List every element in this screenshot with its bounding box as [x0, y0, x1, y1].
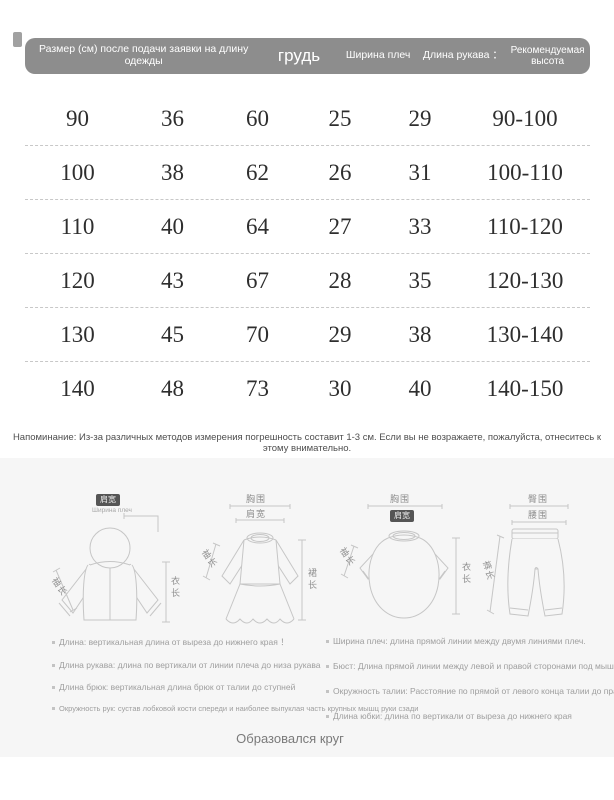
bullet-icon [326, 639, 329, 643]
pants-drawing [486, 504, 569, 617]
cell-size: 110 [60, 213, 95, 239]
cell-chest: 62 [246, 159, 269, 185]
legend-text: Бюст: Длина прямой линии между левой и п… [333, 661, 614, 671]
cell-shoulder: 29 [328, 321, 352, 347]
cell-size: 90 [66, 105, 89, 131]
cell-sleeve: 31 [408, 159, 432, 185]
jacket-length-label: 衣长 [170, 576, 180, 600]
measurement-note: Напоминание: Из-за различных методов изм… [12, 432, 602, 454]
cell-length: 45 [161, 321, 184, 347]
cell-length: 38 [161, 159, 184, 185]
cell-chest: 60 [246, 105, 269, 131]
legend-item: Длина юбки: длина по вертикали от выреза… [326, 711, 614, 721]
cell-sleeve: 35 [408, 267, 432, 293]
table-row: 90 36 60 25 29 90-100 [25, 92, 590, 146]
bodysuit-length-label: 衣长 [461, 562, 471, 586]
header-col-height: Рекомендуемая высота [510, 45, 585, 67]
header-col-size: Размер (см) после подачи заявки на длину… [38, 43, 249, 67]
size-table: 90 36 60 25 29 90-100 100 38 62 26 31 10… [25, 92, 590, 415]
bullet-icon [326, 714, 329, 718]
cell-shoulder: 30 [328, 375, 352, 401]
cell-size: 100 [60, 159, 95, 185]
header-col-sleeve: Длина рукава ： [422, 49, 503, 62]
jacket-shoulder-sublabel: Ширина плеч [92, 507, 132, 514]
pants-hip-label: 臀围 [528, 494, 549, 504]
legend-text: Длина: вертикальная длина от выреза до н… [59, 637, 289, 647]
cell-shoulder: 27 [328, 213, 352, 239]
table-row: 120 43 67 28 35 120-130 [25, 254, 590, 308]
cell-height: 90-100 [492, 105, 558, 131]
cell-chest: 64 [246, 213, 269, 239]
legend-text: Окружность рук: сустав лобковой кости сп… [59, 704, 419, 713]
legend-item: Длина: вертикальная длина от выреза до н… [52, 636, 418, 648]
dress-chest-label: 胸围 [246, 494, 267, 504]
legend-item: Окружность рук: сустав лобковой кости сп… [52, 704, 418, 713]
cell-shoulder: 25 [328, 105, 352, 131]
dress-length-label: 裙长 [307, 568, 317, 592]
cell-sleeve: 40 [408, 375, 432, 401]
bodysuit-diagram: 胸围 肩宽 袖长 衣长 [338, 492, 471, 632]
cell-size: 120 [60, 267, 95, 293]
jacket-diagram: 肩宽 Ширина плеч 袖长 衣长 [48, 492, 180, 632]
legend-item: Ширина плеч: длина прямой линии между дв… [326, 636, 614, 646]
cell-height: 140-150 [486, 375, 564, 401]
legend-text: Длина юбки: длина по вертикали от выреза… [333, 711, 572, 721]
cell-shoulder: 28 [328, 267, 352, 293]
legend-item: Длина рукава: длина по вертикали от лини… [52, 660, 418, 670]
bullet-icon [52, 640, 55, 644]
cell-size: 130 [60, 321, 95, 347]
table-header: Размер (см) после подачи заявки на длину… [25, 38, 590, 74]
cell-chest: 70 [246, 321, 269, 347]
jacket-drawing [52, 513, 170, 623]
cell-height: 100-110 [487, 159, 563, 185]
jacket-shoulder-badge: 肩宽 [96, 494, 120, 506]
dress-shoulder-label: 肩宽 [246, 509, 267, 519]
pants-waist-label: 腰围 [528, 510, 549, 520]
circle-formed-label: Образовался круг [236, 731, 344, 746]
cell-height: 120-130 [486, 267, 564, 293]
cell-length: 40 [161, 213, 184, 239]
bullet-icon [52, 663, 55, 667]
header-col-chest: грудь [277, 45, 321, 65]
cell-chest: 73 [246, 375, 269, 401]
table-row: 140 48 73 30 40 140-150 [25, 362, 590, 415]
cell-length: 36 [161, 105, 184, 131]
bodysuit-drawing [340, 504, 460, 619]
legend-text: Окружность талии: Расстояние по прямой о… [333, 686, 614, 696]
dress-diagram: 胸围 肩宽 袖长 裙长 [196, 492, 324, 632]
cell-size: 140 [60, 375, 95, 401]
left-edge-mark [13, 32, 22, 47]
bodysuit-shoulder-badge: 肩宽 [390, 510, 414, 522]
table-row: 110 40 64 27 33 110-120 [25, 200, 590, 254]
legend-text: Ширина плеч: длина прямой линии между дв… [333, 636, 586, 646]
cell-sleeve: 33 [408, 213, 432, 239]
diagram-section: 肩宽 Ширина плеч 袖长 衣长 [0, 458, 614, 757]
legend-right-column: Ширина плеч: длина прямой линии между дв… [326, 636, 614, 736]
dress-drawing [202, 504, 306, 624]
bullet-icon [326, 689, 329, 693]
header-col-shoulder: Ширина плеч [345, 49, 411, 62]
legend-item: Длина брюк: вертикальная длина брюк от т… [52, 682, 418, 692]
legend-item: Окружность талии: Расстояние по прямой о… [326, 686, 614, 696]
bullet-icon [326, 664, 329, 668]
cell-length: 48 [161, 375, 184, 401]
pants-diagram: 臀围 腰围 裤长 [476, 492, 594, 632]
legend-text: Длина рукава: длина по вертикали от лини… [59, 660, 321, 670]
cell-height: 110-120 [487, 213, 563, 239]
legend-item: Бюст: Длина прямой линии между левой и п… [326, 661, 614, 671]
cell-length: 43 [161, 267, 184, 293]
cell-sleeve: 38 [408, 321, 432, 347]
bullet-icon [52, 707, 55, 710]
cell-sleeve: 29 [408, 105, 432, 131]
table-row: 130 45 70 29 38 130-140 [25, 308, 590, 362]
legend-left-column: Длина: вертикальная длина от выреза до н… [52, 636, 418, 725]
table-row: 100 38 62 26 31 100-110 [25, 146, 590, 200]
bodysuit-chest-label: 胸围 [390, 494, 411, 504]
cell-height: 130-140 [486, 321, 564, 347]
cell-shoulder: 26 [328, 159, 352, 185]
bullet-icon [52, 685, 55, 689]
cell-chest: 67 [246, 267, 269, 293]
legend-text: Длина брюк: вертикальная длина брюк от т… [59, 682, 296, 692]
